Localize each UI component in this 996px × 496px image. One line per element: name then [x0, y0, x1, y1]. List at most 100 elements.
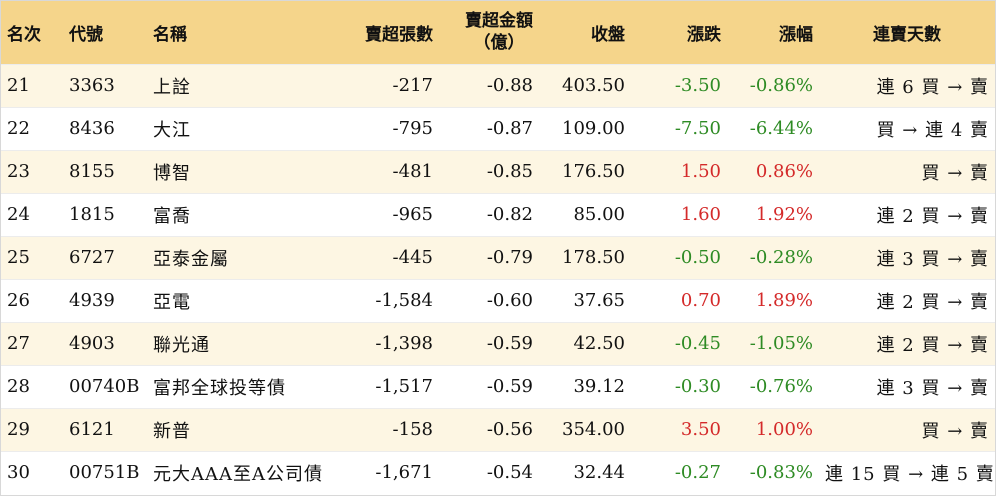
net-sell-amount-cell: -0.59 — [486, 376, 533, 397]
net-sell-shares-cell: -1,671 — [375, 462, 433, 484]
change-cell: -7.50 — [674, 118, 721, 139]
net-sell-shares-cell: -158 — [392, 419, 433, 440]
change-cell: 1.50 — [680, 161, 721, 182]
table-row[interactable]: 23 8155 博智 -481 -0.85 176.50 1.50 0.86% … — [1, 150, 995, 193]
change-cell: 1.60 — [680, 204, 721, 225]
rank-cell: 30 — [7, 462, 30, 484]
header-net-sell-amount-label: 賣超金額 （億） — [465, 10, 533, 54]
close-price-cell: 85.00 — [573, 204, 625, 225]
code-cell[interactable]: 8155 — [69, 161, 115, 182]
change-pct-cell: -0.83% — [749, 462, 813, 484]
rank-cell: 23 — [7, 161, 30, 182]
consecutive-days-cell: 連 3 買 → 賣 — [876, 377, 989, 399]
close-price-cell: 403.50 — [562, 75, 625, 96]
change-cell: -0.27 — [674, 462, 721, 484]
table-row[interactable]: 26 4939 亞電 -1,584 -0.60 37.65 0.70 1.89%… — [1, 279, 995, 322]
consecutive-days-cell: 買 → 連 4 賣 — [876, 119, 989, 141]
rank-cell: 27 — [7, 333, 30, 354]
close-price-cell: 176.50 — [562, 161, 625, 182]
code-cell[interactable]: 00740B — [69, 376, 140, 397]
table-row[interactable]: 29 6121 新普 -158 -0.56 354.00 3.50 1.00% … — [1, 408, 995, 451]
close-price-cell: 39.12 — [573, 376, 625, 397]
code-cell[interactable]: 8436 — [69, 118, 115, 139]
name-cell[interactable]: 富邦全球投等債 — [153, 377, 286, 399]
name-cell[interactable]: 亞電 — [153, 291, 191, 313]
header-net-sell-shares[interactable]: 賣超張數 — [365, 24, 433, 45]
change-pct-cell: -1.05% — [749, 333, 813, 354]
change-pct-cell: -0.76% — [749, 376, 813, 397]
consecutive-days-cell: 連 15 買 → 連 5 賣 — [825, 463, 995, 485]
change-pct-cell: -6.44% — [749, 118, 813, 139]
close-price-cell: 354.00 — [562, 419, 625, 440]
header-rank[interactable]: 名次 — [7, 24, 41, 45]
header-net-sell-amount[interactable]: 賣超金額 （億） — [439, 1, 539, 64]
rank-cell: 26 — [7, 290, 30, 311]
header-code[interactable]: 代號 — [69, 24, 103, 45]
header-change-pct[interactable]: 漲幅 — [779, 24, 813, 45]
change-cell: -0.50 — [674, 247, 721, 268]
close-price-cell: 109.00 — [562, 118, 625, 139]
rank-cell: 29 — [7, 419, 30, 440]
change-cell: 0.70 — [680, 290, 721, 311]
rank-cell: 21 — [7, 75, 30, 96]
consecutive-days-cell: 連 6 買 → 賣 — [876, 76, 989, 98]
code-cell[interactable]: 4903 — [69, 333, 115, 354]
net-sell-shares-cell: -1,398 — [375, 333, 433, 354]
rank-cell: 24 — [7, 204, 30, 225]
change-pct-cell: 1.00% — [755, 419, 813, 440]
header-name[interactable]: 名稱 — [153, 24, 187, 45]
close-price-cell: 178.50 — [562, 247, 625, 268]
consecutive-days-cell: 連 2 買 → 賣 — [876, 205, 989, 227]
net-sell-shares-cell: -217 — [392, 75, 433, 96]
table-row[interactable]: 30 00751B 元大AAA至A公司債 -1,671 -0.54 32.44 … — [1, 451, 995, 494]
code-cell[interactable]: 6121 — [69, 419, 115, 440]
change-pct-cell: 1.89% — [755, 290, 813, 311]
name-cell[interactable]: 富喬 — [153, 205, 191, 227]
table-row[interactable]: 21 3363 上詮 -217 -0.88 403.50 -3.50 -0.86… — [1, 64, 995, 107]
table-header-row: 名次 代號 名稱 賣超張數 賣超金額 （億） 收盤 漲跌 漲幅 連賣天數 — [1, 1, 995, 64]
name-cell[interactable]: 大江 — [153, 119, 191, 141]
change-pct-cell: -0.86% — [749, 75, 813, 96]
consecutive-days-cell: 連 3 買 → 賣 — [876, 248, 989, 270]
name-cell[interactable]: 元大AAA至A公司債 — [153, 463, 323, 485]
net-sell-shares-cell: -965 — [392, 204, 433, 225]
table-row[interactable]: 24 1815 富喬 -965 -0.82 85.00 1.60 1.92% 連… — [1, 193, 995, 236]
code-cell[interactable]: 1815 — [69, 204, 115, 225]
rank-cell: 25 — [7, 247, 30, 268]
close-price-cell: 42.50 — [573, 333, 625, 354]
code-cell[interactable]: 00751B — [69, 462, 140, 484]
change-cell: -0.45 — [674, 333, 721, 354]
net-sell-amount-cell: -0.85 — [486, 161, 533, 182]
name-cell[interactable]: 博智 — [153, 162, 191, 184]
header-net-sell-amount-line1: 賣超金額 — [465, 11, 533, 32]
change-pct-cell: -0.28% — [749, 247, 813, 268]
change-cell: 3.50 — [680, 419, 721, 440]
rank-cell: 28 — [7, 376, 30, 397]
consecutive-days-cell: 連 2 買 → 賣 — [876, 291, 989, 313]
header-consecutive-days[interactable]: 連賣天數 — [873, 24, 941, 45]
change-pct-cell: 0.86% — [755, 161, 813, 182]
name-cell[interactable]: 亞泰金屬 — [153, 248, 229, 270]
code-cell[interactable]: 6727 — [69, 247, 115, 268]
table-row[interactable]: 27 4903 聯光通 -1,398 -0.59 42.50 -0.45 -1.… — [1, 322, 995, 365]
name-cell[interactable]: 聯光通 — [153, 334, 210, 356]
net-sell-amount-cell: -0.88 — [486, 75, 533, 96]
table-row[interactable]: 22 8436 大江 -795 -0.87 109.00 -7.50 -6.44… — [1, 107, 995, 150]
close-price-cell: 37.65 — [573, 290, 625, 311]
net-sell-shares-cell: -1,517 — [375, 376, 433, 397]
code-cell[interactable]: 3363 — [69, 75, 115, 96]
header-close[interactable]: 收盤 — [591, 24, 625, 45]
change-pct-cell: 1.92% — [755, 204, 813, 225]
net-sell-amount-cell: -0.60 — [486, 290, 533, 311]
name-cell[interactable]: 上詮 — [153, 76, 191, 98]
net-sell-shares-cell: -795 — [392, 118, 433, 139]
code-cell[interactable]: 4939 — [69, 290, 115, 311]
table-row[interactable]: 28 00740B 富邦全球投等債 -1,517 -0.59 39.12 -0.… — [1, 365, 995, 408]
name-cell[interactable]: 新普 — [153, 420, 191, 442]
table-row[interactable]: 25 6727 亞泰金屬 -445 -0.79 178.50 -0.50 -0.… — [1, 236, 995, 279]
header-change[interactable]: 漲跌 — [687, 24, 721, 45]
net-sell-shares-cell: -481 — [392, 161, 433, 182]
net-sell-amount-cell: -0.79 — [486, 247, 533, 268]
